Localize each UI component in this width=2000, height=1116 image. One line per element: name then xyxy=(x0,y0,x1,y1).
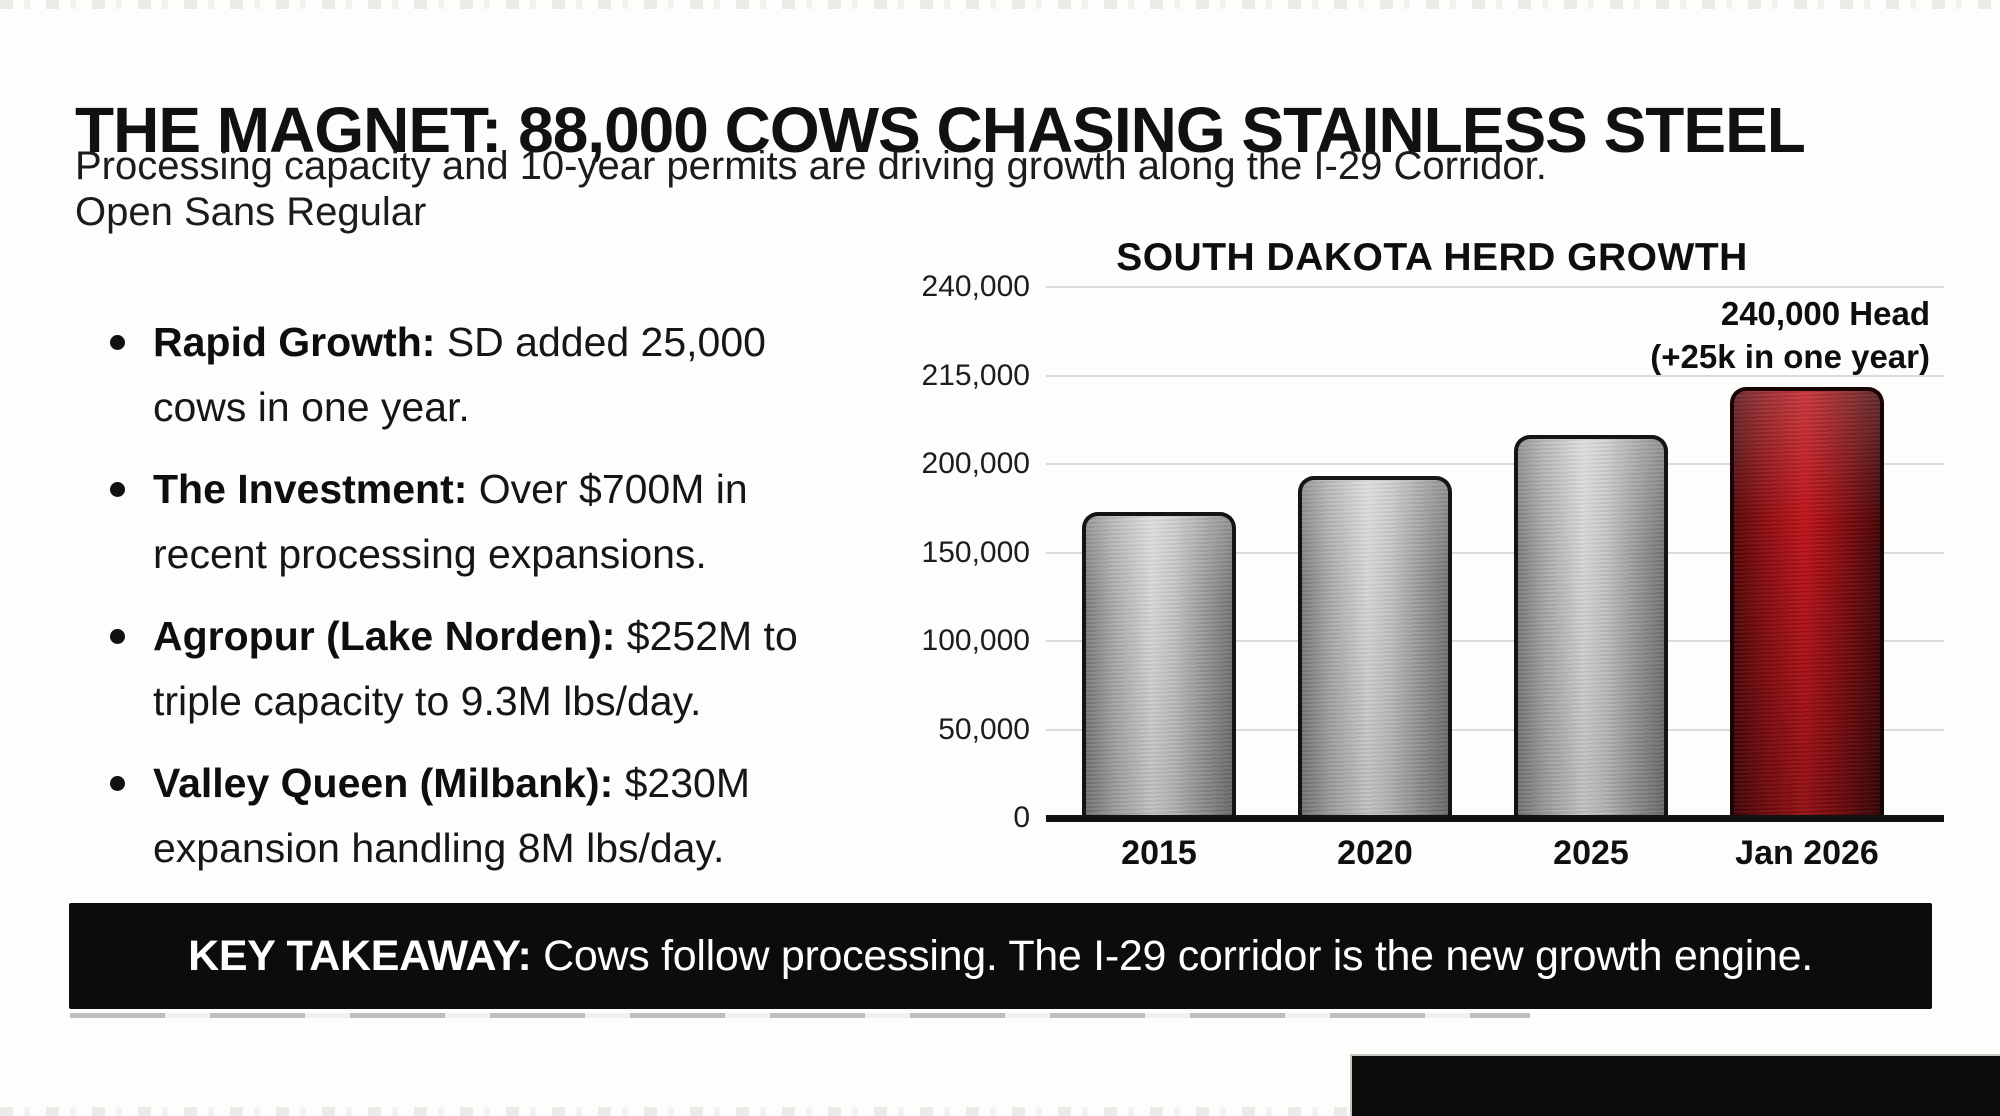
x-axis-label-jan-2026: Jan 2026 xyxy=(1735,834,1879,872)
gridline-215,000 xyxy=(1046,374,1944,377)
chart-annotation-line1: 240,000 Head xyxy=(1720,295,1930,332)
y-axis-label: 150,000 xyxy=(921,535,1030,569)
bullet-lead: The Investment: xyxy=(153,466,468,512)
takeaway-lead: KEY TAKEAWAY: xyxy=(188,932,532,980)
subtitle-line1: Processing capacity and 10-year permits … xyxy=(75,144,1547,188)
takeaway-text: Cows follow processing. The I-29 corrido… xyxy=(531,932,1813,980)
y-axis-label: 200,000 xyxy=(921,447,1030,480)
y-axis-label: 0 xyxy=(1013,801,1030,834)
y-axis-label: 100,000 xyxy=(921,624,1030,657)
bullet-line2: triple capacity to 9.3M lbs/day. xyxy=(153,678,702,724)
subtitle: Processing capacity and 10-year permits … xyxy=(75,143,1825,235)
bullet-text: The Investment: Over $700M in recent proc… xyxy=(153,457,748,587)
bullet-line2: cows in one year. xyxy=(153,384,470,430)
bullet-dot-icon xyxy=(110,335,125,350)
bullet-item: Valley Queen (Milbank): $230M expansion h… xyxy=(110,751,950,881)
bar-2025 xyxy=(1514,434,1668,822)
x-axis-label-2020: 2020 xyxy=(1337,834,1413,872)
bullet-rest: SD added 25,000 xyxy=(435,319,766,365)
chart-plot-area: 0 50,000 100,000 150,000 200,000 215,000 240,0… xyxy=(922,230,2000,880)
takeaway-shadow xyxy=(70,1013,1530,1018)
bullet-dot-icon xyxy=(110,482,125,497)
gridline-100,000 xyxy=(1046,640,1944,642)
x-axis-label-2025: 2025 xyxy=(1553,834,1629,872)
gridline-150,000 xyxy=(1046,551,1944,554)
bullet-dot-icon xyxy=(110,629,125,644)
page-title: THE MAGNET: 88,000 COWS CHASING STAINLES… xyxy=(75,93,1806,166)
corner-black-block xyxy=(1350,1054,2000,1116)
chart-title: SOUTH DAKOTA HERD GROWTH xyxy=(1116,236,1748,279)
gridline-240,000 xyxy=(1046,286,1944,288)
takeaway-banner: KEY TAKEAWAY: Cows follow processing. Th… xyxy=(69,903,1932,1009)
bullet-rest: Over $700M in xyxy=(467,466,748,512)
x-axis-line xyxy=(1046,815,1944,822)
bar-jan-2026 xyxy=(1730,387,1884,822)
bullet-text: Agropur (Lake Norden): $252M to triple ca… xyxy=(153,604,798,734)
gridline-200,000 xyxy=(1046,463,1944,465)
bullet-rest: $252M to xyxy=(615,613,798,659)
chart-annotation: 240,000 Head (+25k in one year) xyxy=(1470,292,1930,378)
bottom-edge-noise xyxy=(0,1107,1350,1116)
bullet-lead: Agropur (Lake Norden): xyxy=(153,613,616,659)
subtitle-font-note: Open Sans Regular xyxy=(75,190,427,234)
bullet-text: Rapid Growth: SD added 25,000 cows in one… xyxy=(153,310,766,440)
bullet-line2: expansion handling 8M lbs/day. xyxy=(153,825,725,871)
gridline-50,000 xyxy=(1046,728,1944,731)
bullet-text: Valley Queen (Milbank): $230M expansion h… xyxy=(153,751,750,881)
bullet-line2: recent processing expansions. xyxy=(153,531,707,577)
bar-2020 xyxy=(1298,476,1452,822)
bullet-list: Rapid Growth: SD added 25,000 cows in one… xyxy=(110,310,950,898)
bullet-rest: $230M xyxy=(613,760,750,806)
herd-growth-chart: SOUTH DAKOTA HERD GROWTH 240,000 Head (+… xyxy=(922,230,2000,880)
bullet-lead: Rapid Growth: xyxy=(153,319,436,365)
x-axis-label-2015: 2015 xyxy=(1121,834,1197,872)
y-axis-label: 240,000 xyxy=(921,270,1030,303)
bullet-item: Agropur (Lake Norden): $252M to triple ca… xyxy=(110,604,950,734)
top-edge-noise xyxy=(0,0,2000,9)
bullet-lead: Valley Queen (Milbank): xyxy=(153,760,614,806)
bullet-item: Rapid Growth: SD added 25,000 cows in one… xyxy=(110,310,950,440)
bar-2015 xyxy=(1082,511,1236,822)
bullet-item: The Investment: Over $700M in recent proc… xyxy=(110,457,950,587)
y-axis-label: 215,000 xyxy=(921,358,1030,392)
chart-annotation-line2: (+25k in one year) xyxy=(1650,338,1930,375)
bullet-dot-icon xyxy=(110,776,125,791)
y-axis-label: 50,000 xyxy=(938,712,1030,746)
